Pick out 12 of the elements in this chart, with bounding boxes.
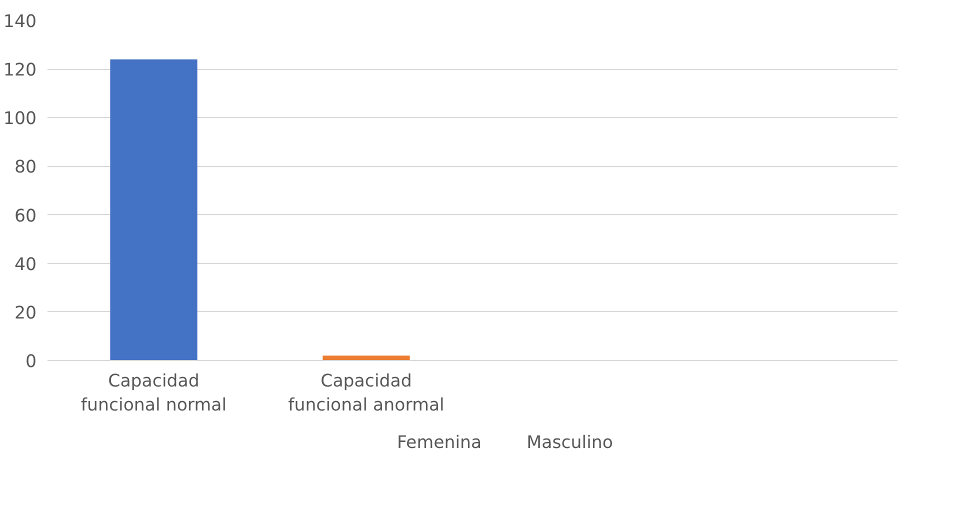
- y-tick-label: 120: [3, 60, 37, 81]
- text: Masculino: [526, 433, 613, 453]
- y-tick-label: 60: [14, 206, 37, 226]
- y-tick-label: 80: [14, 158, 37, 178]
- text: Femenina: [397, 433, 482, 453]
- x-tick-label: Capacidad funcional anormal: [288, 372, 444, 416]
- y-tick-label: 140: [3, 12, 37, 32]
- x-tick-label: Capacidad funcional normal: [80, 372, 227, 416]
- y-tick-label: 100: [3, 109, 37, 130]
- y-tick-label: 20: [14, 303, 37, 324]
- y-tick-label: 0: [25, 352, 37, 372]
- y-tick-label: 40: [14, 254, 37, 275]
